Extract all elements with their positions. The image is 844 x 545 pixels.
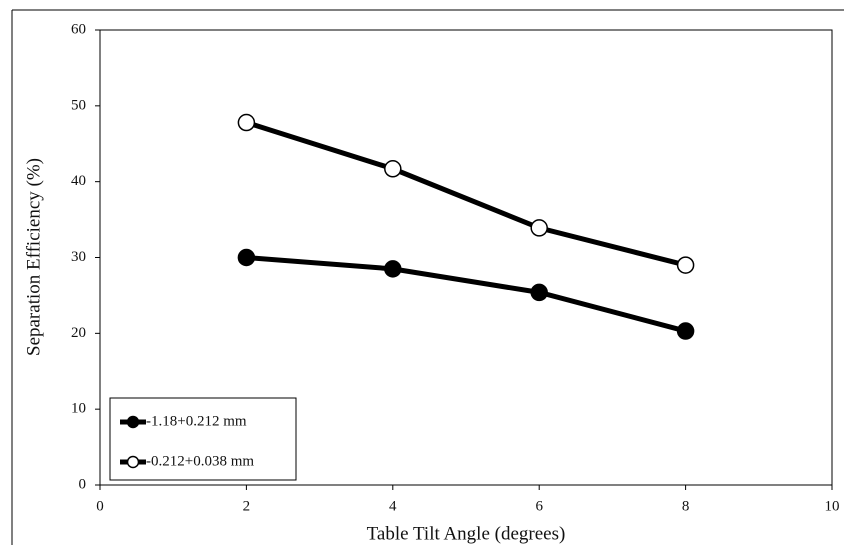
data-point [530, 219, 548, 237]
legend-label: -1.18+0.212 mm [146, 413, 247, 429]
y-tick-label: 50 [71, 97, 86, 113]
data-point [237, 113, 256, 132]
data-point [676, 322, 695, 340]
y-tick-label: 60 [71, 21, 86, 37]
x-tick-label: 8 [682, 498, 690, 514]
y-tick-label: 10 [71, 401, 86, 417]
series-line [245, 120, 687, 268]
x-tick-label: 2 [243, 498, 251, 514]
y-tick-label: 30 [71, 249, 86, 265]
x-tick-label: 0 [96, 498, 104, 514]
x-tick-label: 4 [389, 498, 397, 514]
data-point [530, 283, 548, 302]
data-point [384, 260, 402, 278]
y-tick-label: 0 [79, 476, 87, 492]
y-axis-title: Separation Efficiency (%) [23, 158, 44, 356]
data-point [384, 160, 402, 178]
y-tick-label: 20 [71, 325, 86, 341]
legend-label: -0.212+0.038 mm [146, 453, 254, 469]
data-point [676, 256, 695, 274]
x-axis-title: Table Tilt Angle (degrees) [367, 523, 566, 544]
legend-marker [126, 415, 140, 429]
legend-marker [126, 455, 140, 469]
data-point [237, 248, 256, 267]
legend-box [109, 397, 297, 481]
x-tick-label: 10 [825, 498, 840, 514]
y-tick-label: 40 [71, 173, 86, 189]
x-tick-label: 6 [535, 498, 543, 514]
series-line [246, 255, 687, 334]
